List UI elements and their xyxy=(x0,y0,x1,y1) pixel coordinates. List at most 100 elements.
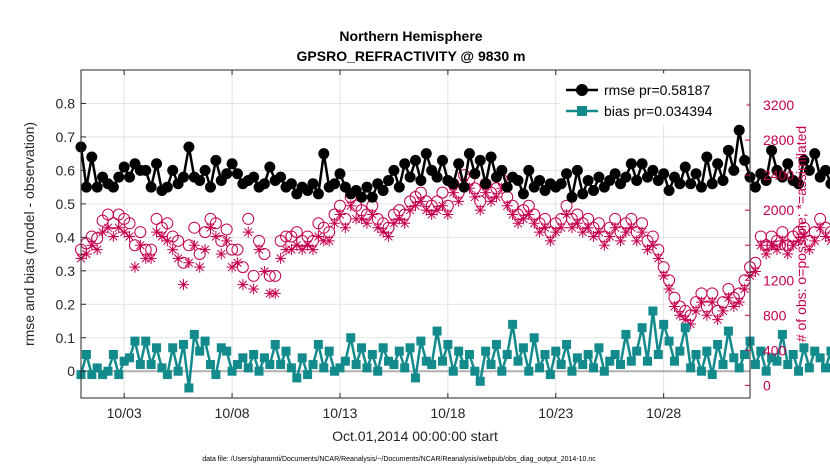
rmse-point xyxy=(663,184,675,196)
bias-point xyxy=(815,353,825,363)
bias-point xyxy=(103,366,113,376)
rmse-point xyxy=(701,151,713,163)
bias-point xyxy=(362,363,372,373)
rmse-point xyxy=(712,158,724,170)
bias-point xyxy=(405,343,415,353)
bias-point xyxy=(491,339,501,349)
bias-point xyxy=(648,306,658,316)
y-left-tick-label: 0.8 xyxy=(56,95,76,111)
bias-point xyxy=(184,383,194,393)
obs-assimilated-point xyxy=(86,239,98,251)
obs-assimilated-point xyxy=(739,283,751,295)
bias-point xyxy=(416,336,426,346)
bias-point xyxy=(119,356,129,366)
obs-assimilated-point xyxy=(550,226,562,238)
rmse-point xyxy=(431,171,443,183)
rmse-point xyxy=(825,178,830,190)
rmse-point xyxy=(264,161,276,173)
obs-assimilated-point xyxy=(501,200,513,212)
rmse-point xyxy=(383,174,395,186)
rmse-point xyxy=(566,191,578,203)
chart-title-line-2: GPSRO_REFRACTIVITY @ 9830 m xyxy=(297,48,526,64)
rmse-point xyxy=(625,158,637,170)
series--of-obs-assimilated xyxy=(75,178,830,330)
obs-assimilated-point xyxy=(668,301,680,313)
bias-point xyxy=(254,366,264,376)
bias-point xyxy=(378,343,388,353)
obs-assimilated-point xyxy=(151,226,163,238)
rmse-point xyxy=(717,174,729,186)
bias-point xyxy=(664,336,674,346)
rmse-point xyxy=(145,181,157,193)
bias-point xyxy=(200,336,210,346)
y-left-tick-label: 0 xyxy=(67,363,75,379)
obs-assimilated-point xyxy=(474,204,486,216)
bias-point xyxy=(556,360,566,370)
obs-possible-point xyxy=(220,223,233,236)
obs-assimilated-point xyxy=(496,182,508,194)
bias-point xyxy=(98,370,108,380)
x-axis: 10/03 10/08 10/13 10/18 10/23 10/28 xyxy=(107,70,681,421)
x-tick-label: 10/03 xyxy=(107,405,142,421)
bias-point xyxy=(222,346,232,356)
bias-point xyxy=(292,373,302,383)
obs-assimilated-point xyxy=(787,239,799,251)
obs-assimilated-point xyxy=(334,209,346,221)
bias-point xyxy=(195,346,205,356)
bias-point xyxy=(502,349,512,359)
obs-assimilated-point xyxy=(302,239,314,251)
bias-point xyxy=(313,339,323,349)
rmse-point xyxy=(620,171,632,183)
bias-point xyxy=(330,366,340,376)
bias-point xyxy=(702,346,712,356)
bias-point xyxy=(81,349,91,359)
rmse-point xyxy=(312,188,324,200)
legend-rmse-marker xyxy=(576,84,588,96)
rmse-point xyxy=(679,161,691,173)
obs-assimilated-point xyxy=(167,244,179,256)
rmse-point xyxy=(366,191,378,203)
x-tick-label: 10/28 xyxy=(646,405,681,421)
rmse-point xyxy=(204,181,216,193)
rmse-point xyxy=(194,174,206,186)
bias-point xyxy=(535,363,545,373)
obs-assimilated-point xyxy=(356,213,368,225)
rmse-point xyxy=(609,168,621,180)
rmse-point xyxy=(329,178,341,190)
obs-assimilated-point xyxy=(539,222,551,234)
series-layer xyxy=(75,124,830,393)
y-left-tick-label: 0.6 xyxy=(56,162,76,178)
bias-point xyxy=(686,363,696,373)
obs-assimilated-point xyxy=(652,252,664,264)
obs-assimilated-point xyxy=(534,226,546,238)
plot-frame xyxy=(80,69,751,399)
bias-point xyxy=(767,353,777,363)
bias-point xyxy=(125,353,135,363)
bias-point xyxy=(545,370,555,380)
obs-assimilated-point xyxy=(625,222,637,234)
bias-point xyxy=(718,360,728,370)
obs-assimilated-point xyxy=(728,301,740,313)
obs-assimilated-point xyxy=(269,287,281,299)
chart-title-line-1: Northern Hemisphere xyxy=(339,28,482,44)
bias-point xyxy=(508,319,518,329)
rmse-point xyxy=(512,174,524,186)
rmse-point xyxy=(258,178,270,190)
bias-point xyxy=(783,360,793,370)
rmse-point xyxy=(86,151,98,163)
bias-point xyxy=(518,343,528,353)
bias-point xyxy=(821,363,830,373)
obs-assimilated-point xyxy=(620,226,632,238)
obs-assimilated-point xyxy=(793,235,805,247)
y-right-tick-label: 400 xyxy=(763,342,787,358)
bias-point xyxy=(232,360,242,370)
obs-assimilated-point xyxy=(183,257,195,269)
bias-point xyxy=(437,356,447,366)
bias-point xyxy=(265,360,275,370)
obs-assimilated-point xyxy=(372,222,384,234)
bias-point xyxy=(761,366,771,376)
obs-assimilated-point xyxy=(124,230,136,242)
obs-assimilated-point xyxy=(766,239,778,251)
rmse-point xyxy=(728,164,740,176)
obs-assimilated-point xyxy=(113,222,125,234)
